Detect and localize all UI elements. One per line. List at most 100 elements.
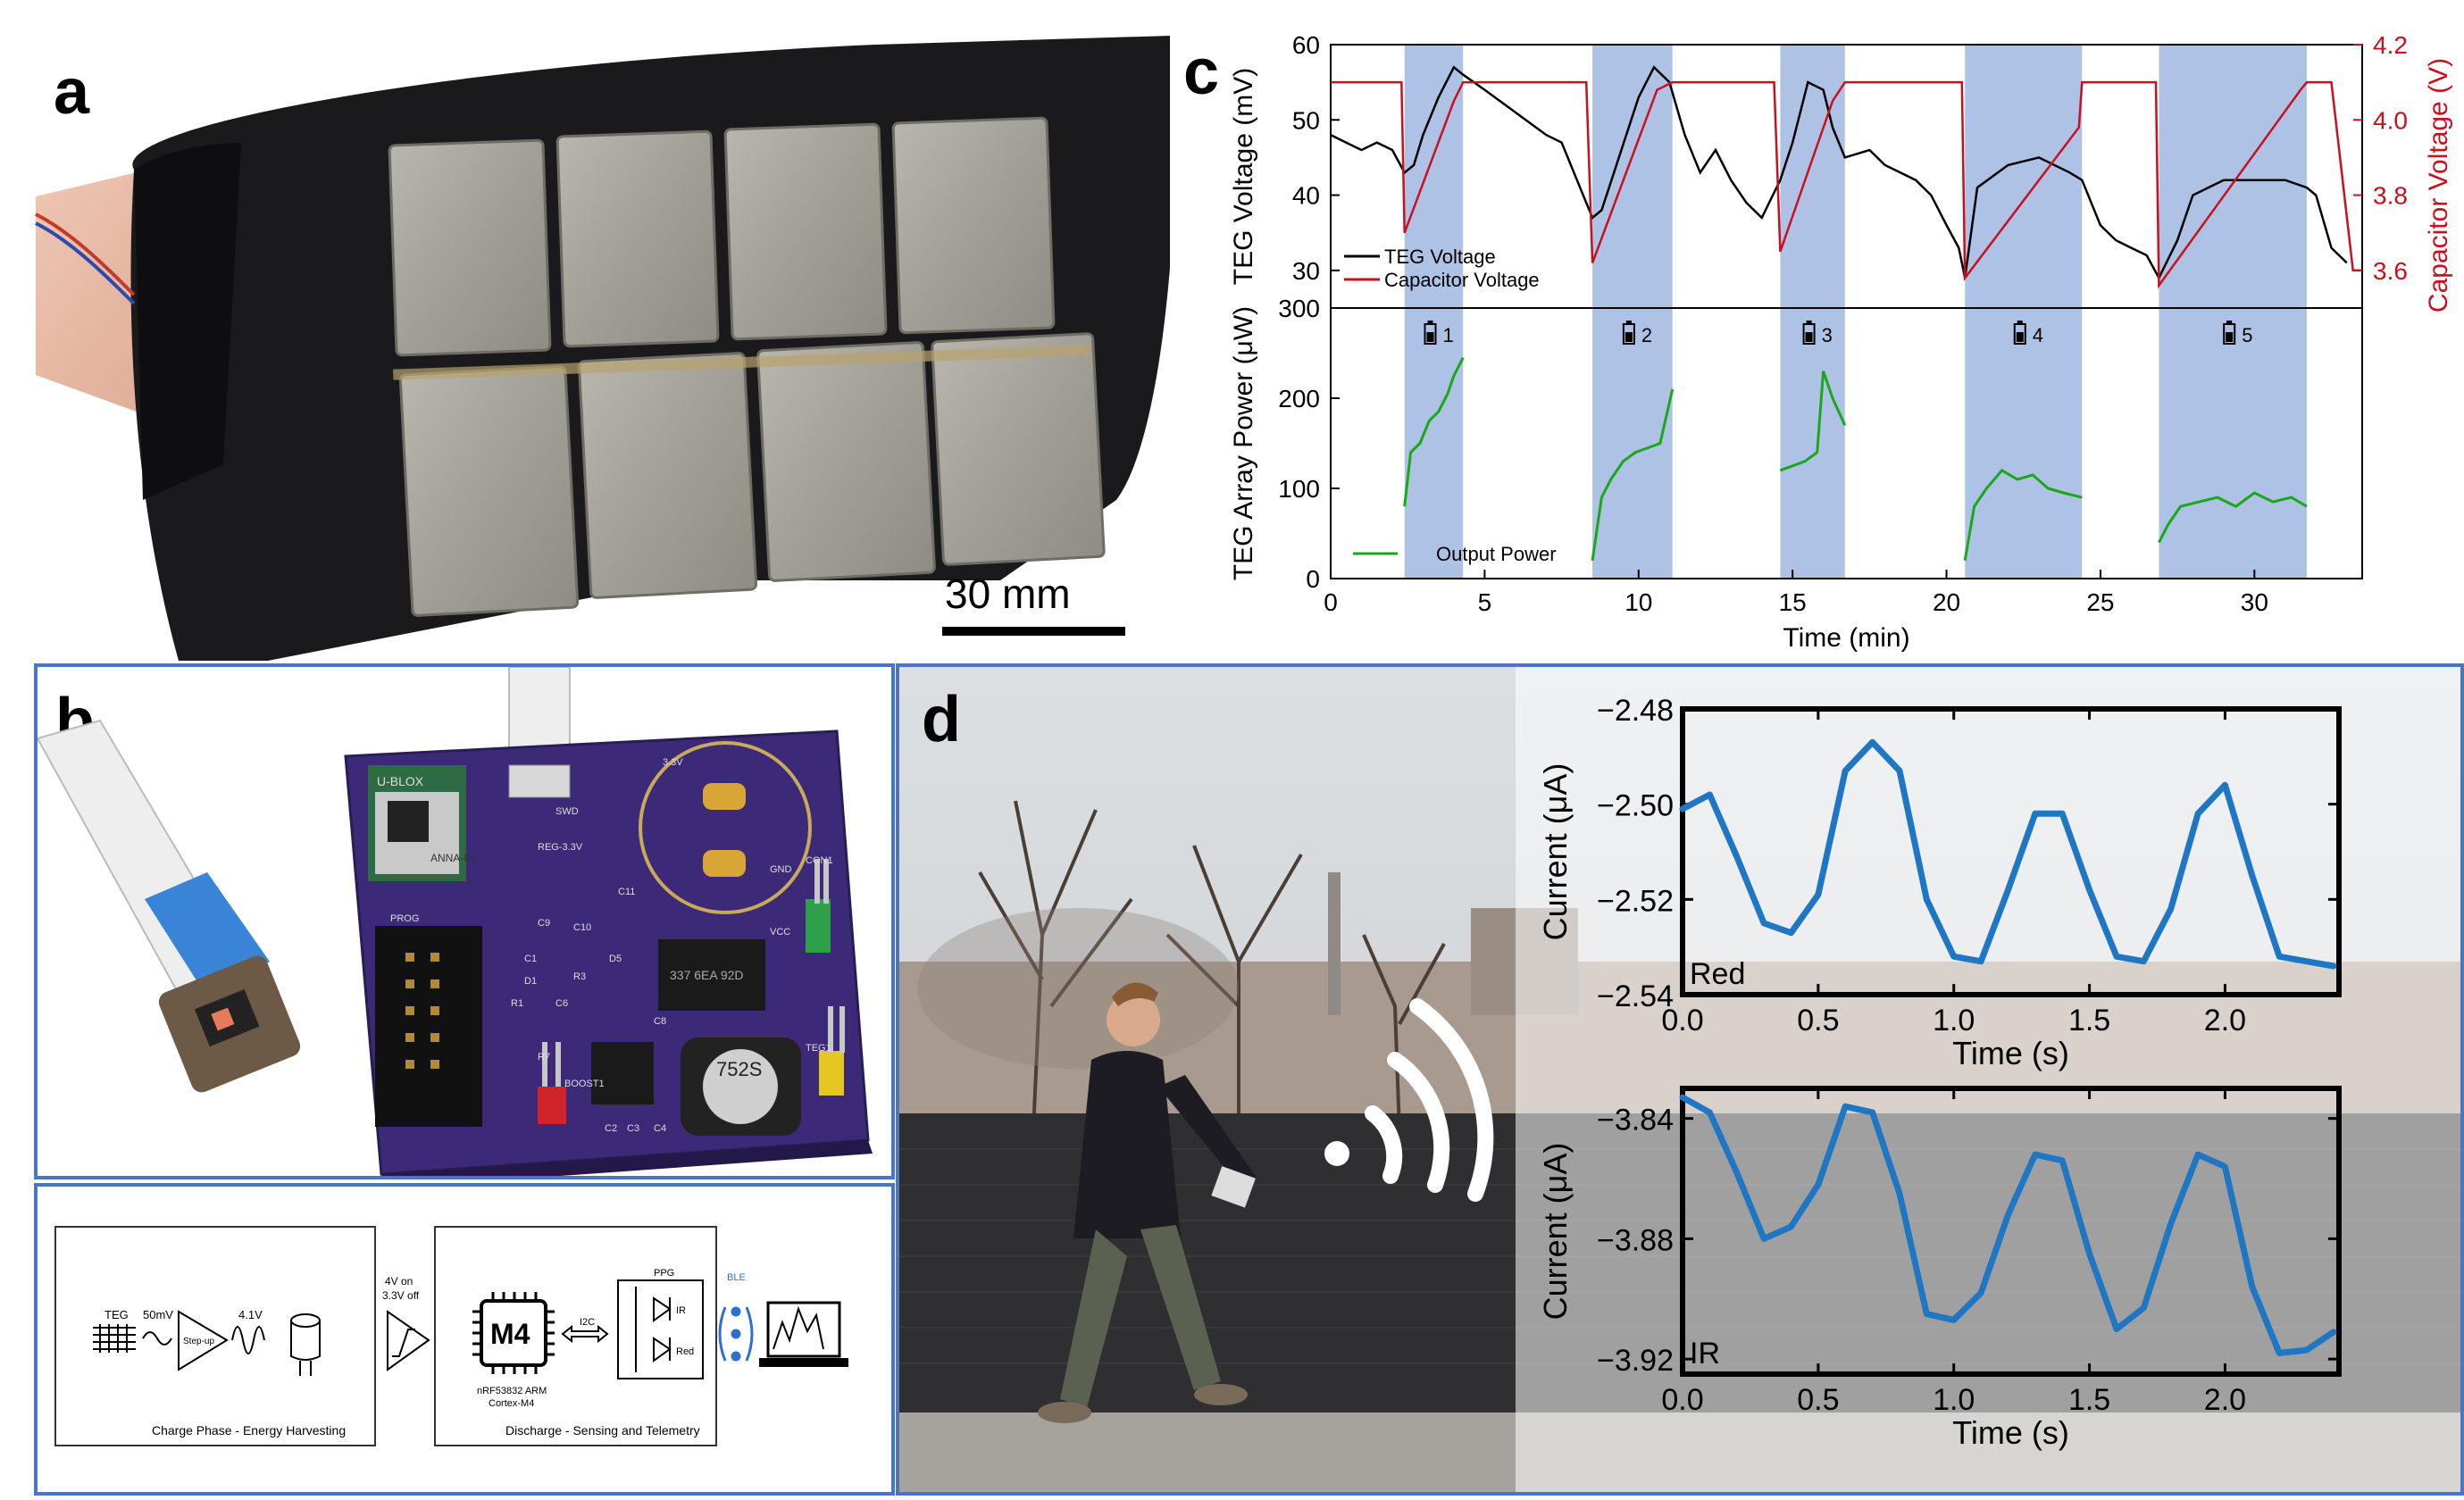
discharge-band [1404,45,1464,579]
pcb-silk-label: C8 [654,1016,666,1027]
channel-label: Red [1690,957,1745,991]
stepup-amp-icon [178,1310,229,1371]
panel-label: a [54,56,90,128]
teg-voltage-line [1330,65,2348,281]
module-label: ANNA-B1 [430,852,477,864]
x-tick-label: 1.5 [2068,1004,2110,1038]
y-axis-label: Current (μA) [1537,1143,1574,1321]
pcb-silk-label: D5 [609,954,622,964]
output-power-line [1963,468,2083,562]
pcb-silk-label: SWD [555,806,579,817]
pcb-silk-label: C1 [524,954,537,964]
battery-icon [1805,332,1813,342]
x-tick-label: 0.0 [1661,1004,1703,1038]
y-axis-label: TEG Array Power (μW) [1229,306,1258,580]
pcb-silk-label: PROG [390,913,419,924]
discharge-band [2159,45,2307,579]
cycle-label: 4 [2033,324,2043,346]
discharge-band [1780,45,1845,579]
battery-icon [2016,332,2024,342]
pcb-silk-label: C2 [605,1123,617,1134]
switch-on-label: 4V on [385,1275,413,1288]
ppg-line [1679,1094,2337,1356]
x-tick-label: 0.5 [1797,1383,1839,1417]
pcb-silk-label: C9 [538,918,550,929]
inductor-label: 752S [716,1058,762,1080]
ppg-axes-frame [1680,706,2342,997]
laptop-icon [759,1301,848,1367]
system-block-diagram: TEG 50mV Step-up 4.1V Charge Phase - Ene… [54,1226,848,1446]
channel-label: IR [1690,1337,1720,1371]
pcb-photo: U-BLOX ANNA-B1 337 6EA 92D 752S [38,667,873,1176]
teg-armband-photo [0,0,1197,661]
legend-label: Capacitor Voltage [1384,269,1540,291]
sine-icon [231,1326,265,1354]
pcb-silk-label: R7 [538,1052,550,1062]
panel-a: a 30 mm [0,0,1197,661]
wireless-signal-icon [1324,998,1494,1202]
output-power-line [1591,388,1675,562]
ppg-box [617,1279,704,1379]
ble-label: BLE [727,1272,746,1283]
mcu-line1: nRF53832 ARM [477,1386,547,1396]
y-tick-label: 40 [1292,182,1320,210]
cycle-label: 2 [1641,324,1652,346]
cycle-label: 5 [2242,324,2252,346]
battery-icon [1806,321,1812,324]
switch-off-label: 3.3V off [382,1289,420,1302]
pcb-silk-label: 3.3V [663,757,683,768]
battery-icon [1426,332,1434,342]
red-led-label: Red [676,1346,694,1357]
x-tick-label: 1.5 [2068,1383,2110,1417]
pcb-silk-label: REG-3.3V [538,842,583,853]
x-tick-label: 25 [2086,588,2114,616]
battery-icon [1427,321,1433,324]
capacitor-voltage-line [1331,80,2362,289]
x-tick-label: 5 [1478,588,1492,616]
legend-label: Output Power [1436,543,1557,565]
pcb-silk-label: TEG1 [806,1043,831,1054]
comparator-icon [387,1310,430,1371]
i2c-label: I2C [580,1317,595,1328]
x-tick-label: 1.0 [1933,1004,1975,1038]
input-voltage-label: 50mV [143,1308,173,1321]
ppg-line [1679,738,2337,970]
x-tick-label: 15 [1779,588,1807,616]
y-tick-label: 30 [1292,257,1320,285]
y-axis-label: TEG Voltage (mV) [1229,68,1258,285]
battery-icon [2223,321,2236,345]
discharge-band [1592,45,1673,579]
pcb-silk-label: GND [770,864,792,875]
chip-icon [472,1292,555,1374]
pcb-silk-label: C11 [618,887,635,897]
charge-caption: Charge Phase - Energy Harvesting [152,1423,346,1438]
pcb-silk-label: C4 [654,1123,666,1134]
mcu-label: M4 [490,1318,530,1350]
ppg-label: PPG [654,1268,674,1279]
capacitor-label: 337 6EA 92D [670,968,744,982]
x-tick-label: 1.0 [1933,1383,1975,1417]
x-tick-label: 0 [1324,588,1338,616]
panel-d: d −2.48 −2.50 −2.52 −2.54 0.0 0.5 1.0 1.5 2.0 Tim… [896,663,2464,1496]
y-tick-label: 0 [1306,565,1320,593]
walking-person [1038,982,1257,1423]
battery-icon [1424,321,1437,345]
y-tick-label: −2.50 [1597,789,1674,823]
x-tick-label: 0.5 [1797,1004,1839,1038]
y-tick-label: −2.48 [1597,694,1674,728]
y-tick-label: 200 [1278,385,1320,412]
pcb-silk-label: C10 [573,922,591,933]
x-axis-label: Time (min) [1783,623,1909,653]
y2-tick-label: 3.6 [2373,257,2408,285]
battery-icon [2013,321,2026,345]
pcb-silk-label: C6 [555,998,568,1009]
teg-label: TEG [104,1308,129,1321]
y-tick-label: −2.54 [1597,979,1674,1013]
y-tick-label: 50 [1292,106,1320,134]
x-axis-label: Time (s) [1952,1414,2069,1451]
y2-tick-label: 4.2 [2373,31,2408,59]
bluetooth-wave-icon [718,1306,754,1362]
pcb-silk-label: VCC [770,927,790,938]
panel-label: d [922,684,961,755]
